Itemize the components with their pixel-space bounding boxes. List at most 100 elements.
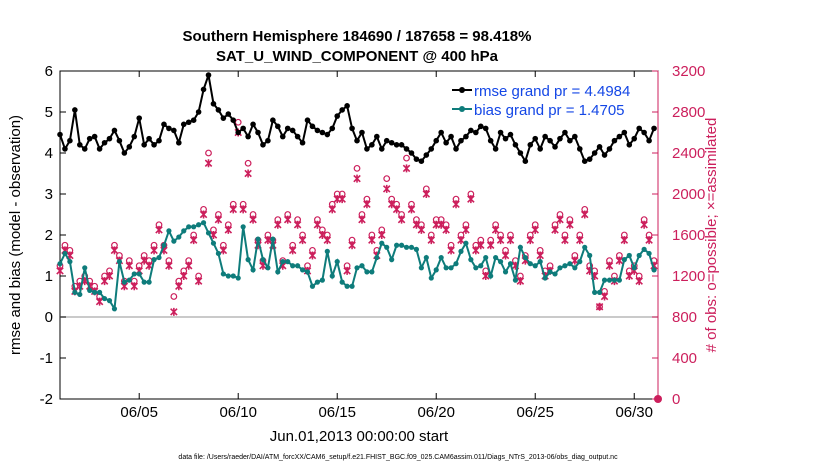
bias-point xyxy=(522,254,528,261)
bias-point xyxy=(517,244,523,250)
bias-point xyxy=(121,279,127,285)
bias-point xyxy=(329,273,335,279)
y-tick-label-left: -1 xyxy=(40,350,53,367)
rmse-point xyxy=(611,137,618,144)
obs-assimilated-point xyxy=(363,200,371,209)
rmse-point xyxy=(294,133,301,140)
obs-assimilated-point xyxy=(323,236,332,245)
rmse-point xyxy=(542,133,548,140)
bias-point xyxy=(161,242,167,248)
bias-point xyxy=(611,277,618,283)
obs-assimilated-point xyxy=(125,261,134,270)
rmse-point xyxy=(354,137,360,144)
rmse-point xyxy=(72,107,78,113)
rmse-point xyxy=(369,142,375,148)
bias-point xyxy=(547,269,553,275)
bias-point xyxy=(215,250,222,257)
bias-point xyxy=(126,277,132,283)
x-tick-label: 06/10 xyxy=(219,404,257,421)
obs-assimilated-point xyxy=(179,272,188,280)
rmse-point xyxy=(374,133,380,140)
rmse-point xyxy=(512,142,519,148)
legend-rmse-marker xyxy=(459,87,465,93)
y-tick-label-left: 4 xyxy=(45,145,53,162)
obs-assimilated-point xyxy=(442,225,450,234)
bias-point xyxy=(458,248,464,254)
bias-point xyxy=(290,263,296,269)
bias-point xyxy=(146,279,152,285)
bias-point xyxy=(295,263,301,269)
bias-point xyxy=(240,224,246,230)
bias-point xyxy=(116,259,123,265)
rmse-point xyxy=(626,142,633,148)
obs-assimilated-point xyxy=(615,256,624,265)
rmse-point xyxy=(265,137,271,144)
rmse-point xyxy=(245,133,251,140)
rmse-point xyxy=(329,125,336,132)
rmse-point xyxy=(171,127,177,134)
obs-assimilated-point xyxy=(397,215,406,224)
bias-point xyxy=(621,257,627,263)
rmse-point xyxy=(408,150,415,156)
bias-point xyxy=(319,277,325,283)
rmse-point xyxy=(502,135,509,142)
rmse-point xyxy=(260,142,266,148)
bias-point xyxy=(57,261,63,267)
bias-point xyxy=(131,271,137,277)
y-tick-label-right: 400 xyxy=(672,350,697,367)
rmse-point xyxy=(482,125,489,132)
y-tick-label-left: 6 xyxy=(45,63,53,80)
rmse-point xyxy=(641,129,647,136)
bias-point xyxy=(101,295,108,302)
obs-assimilated-point xyxy=(343,266,351,275)
obs-assimilated-point xyxy=(348,241,356,250)
rmse-point xyxy=(468,127,474,134)
obs-assimilated-point xyxy=(170,307,178,316)
y-tick-label-left: 3 xyxy=(45,186,53,203)
obs-assimilated-point xyxy=(392,205,401,214)
bias-point xyxy=(324,248,330,254)
bias-point xyxy=(418,265,424,271)
bias-point xyxy=(141,279,147,285)
obs-assimilated-point xyxy=(561,236,569,245)
obs-assimilated-point xyxy=(155,225,163,234)
rmse-point xyxy=(636,125,642,132)
obs-assimilated-point xyxy=(293,220,302,229)
bias-point xyxy=(156,254,162,261)
obs-assimilated-point xyxy=(417,225,426,234)
rmse-point xyxy=(275,123,281,130)
bias-point xyxy=(270,236,276,242)
obs-assimilated-point xyxy=(645,236,653,245)
obs-assimilated-point xyxy=(486,241,495,250)
rmse-point xyxy=(304,117,311,123)
bias-point xyxy=(106,298,113,304)
obs-assimilated-point xyxy=(556,215,564,224)
tick-layer: 06/05 06/10 06/15 06/20 06/25 06/30 -2 -1 0 1 2 3 4 5… xyxy=(40,63,706,421)
rmse-point xyxy=(418,158,425,164)
rmse-point xyxy=(443,139,449,146)
rmse-point xyxy=(388,139,395,146)
obs-assimilated-point xyxy=(605,261,614,270)
bias-point xyxy=(67,259,73,265)
y-tick-label-right: 2800 xyxy=(672,104,705,121)
bias-point xyxy=(389,257,395,263)
obs-assimilated-point xyxy=(130,282,139,291)
y-tick-label-left: -2 xyxy=(40,391,53,408)
rmse-point xyxy=(378,146,385,152)
rmse-point xyxy=(458,137,464,144)
obs-assimilated-point xyxy=(219,246,228,255)
rmse-point xyxy=(463,133,469,140)
y-tick-label-right: 1200 xyxy=(672,268,705,285)
obs-assimilated-point xyxy=(189,236,198,245)
obs-assimilated-point xyxy=(566,220,574,229)
obs-assimilated-point xyxy=(467,195,475,204)
rmse-point xyxy=(339,107,345,113)
bias-point xyxy=(403,244,410,250)
rmse-point xyxy=(413,156,420,162)
obs-assimilated-point xyxy=(378,231,386,239)
bias-point xyxy=(596,289,603,295)
obs-assimilated-point xyxy=(595,302,604,311)
legend-bias-marker xyxy=(459,106,465,112)
rmse-point xyxy=(86,135,93,142)
obs-assimilated-point xyxy=(580,210,589,219)
